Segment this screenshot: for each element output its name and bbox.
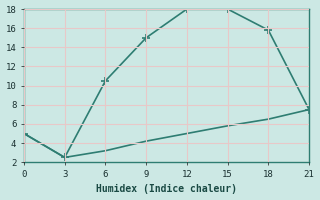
X-axis label: Humidex (Indice chaleur): Humidex (Indice chaleur) bbox=[96, 184, 237, 194]
